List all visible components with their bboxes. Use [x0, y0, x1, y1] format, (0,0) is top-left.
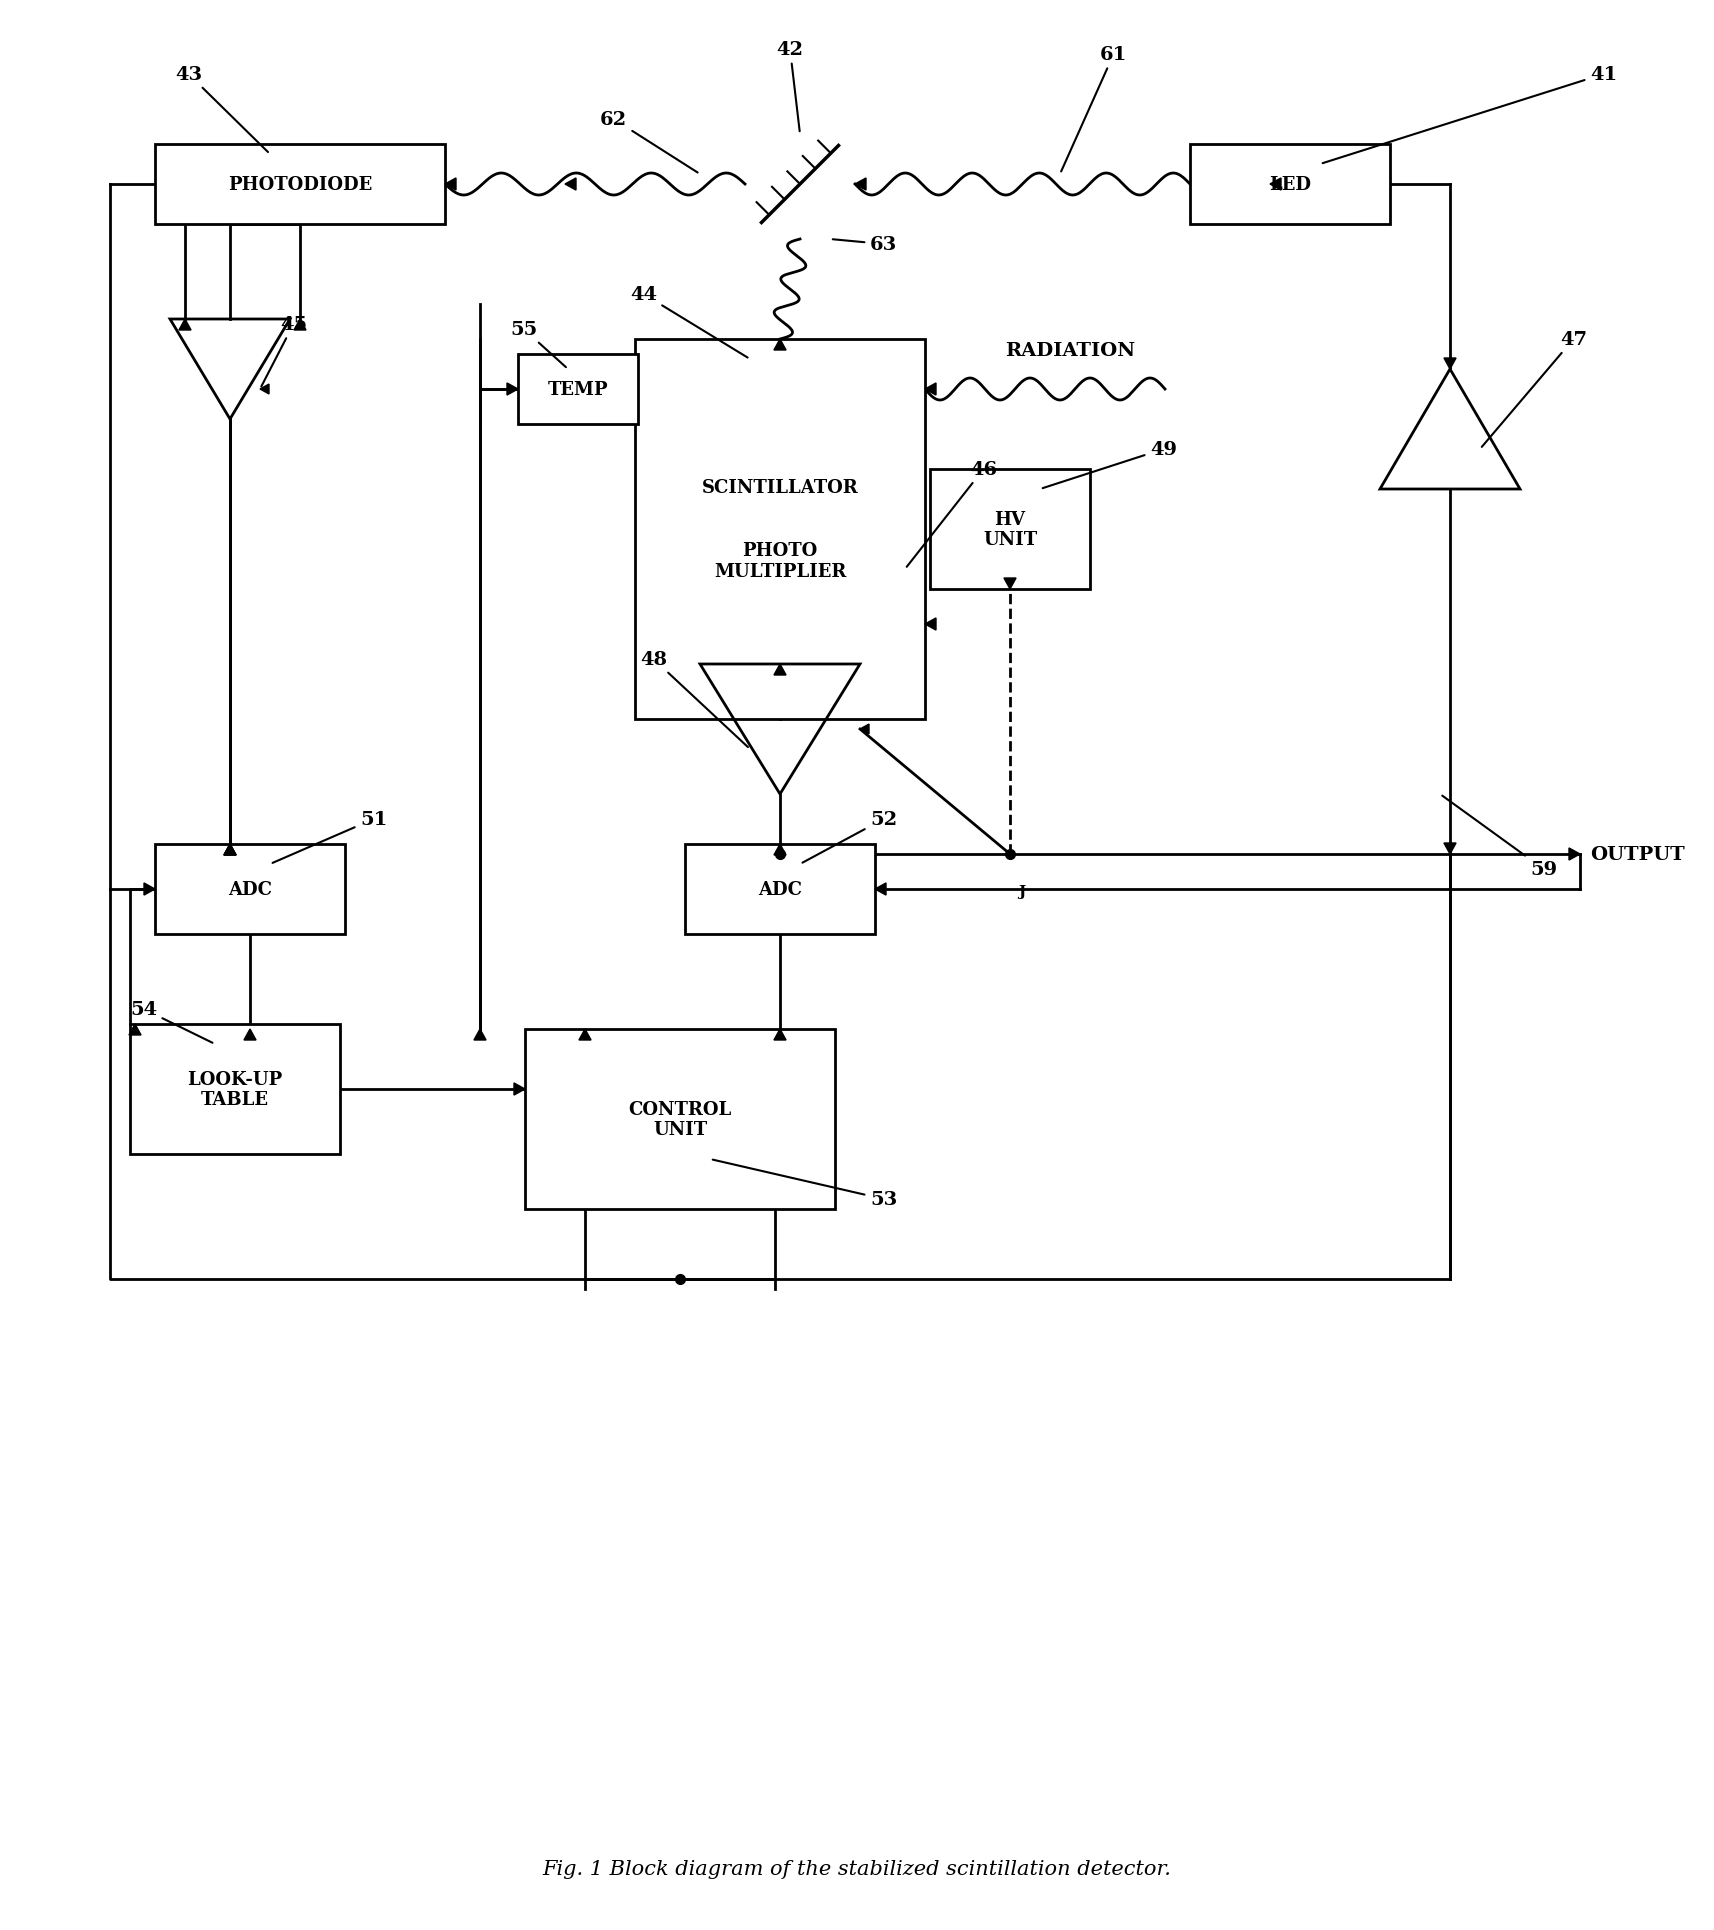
Text: HV
UNIT: HV UNIT	[982, 510, 1037, 550]
Text: SCINTILLATOR


PHOTO
MULTIPLIER: SCINTILLATOR PHOTO MULTIPLIER	[701, 479, 859, 581]
Text: 62: 62	[600, 110, 698, 174]
Polygon shape	[1004, 579, 1016, 591]
FancyBboxPatch shape	[518, 355, 638, 425]
Polygon shape	[514, 1083, 524, 1096]
Polygon shape	[1443, 843, 1457, 855]
Text: Fig. 1 Block diagram of the stabilized scintillation detector.: Fig. 1 Block diagram of the stabilized s…	[543, 1859, 1171, 1878]
Polygon shape	[225, 845, 237, 855]
Polygon shape	[775, 340, 787, 351]
Text: 61: 61	[1061, 46, 1128, 172]
Text: 49: 49	[1042, 440, 1178, 488]
Polygon shape	[876, 884, 886, 896]
Polygon shape	[855, 179, 866, 191]
Polygon shape	[261, 384, 269, 396]
Polygon shape	[926, 620, 936, 631]
Text: 46: 46	[907, 461, 998, 567]
Polygon shape	[225, 845, 237, 855]
Text: 54: 54	[130, 1000, 213, 1044]
FancyBboxPatch shape	[686, 845, 876, 934]
Polygon shape	[178, 320, 190, 330]
Polygon shape	[225, 845, 237, 855]
Polygon shape	[775, 845, 787, 855]
Text: 44: 44	[631, 286, 747, 359]
Text: 45: 45	[261, 317, 307, 388]
Polygon shape	[243, 1029, 255, 1040]
Text: 48: 48	[639, 650, 747, 747]
Polygon shape	[860, 724, 869, 735]
Text: 63: 63	[833, 235, 896, 255]
Polygon shape	[579, 1029, 591, 1040]
Text: 53: 53	[713, 1160, 896, 1208]
FancyBboxPatch shape	[154, 145, 446, 226]
Text: ADC: ADC	[758, 880, 802, 899]
Text: TEMP: TEMP	[548, 380, 608, 400]
Polygon shape	[566, 179, 576, 191]
Polygon shape	[475, 1029, 487, 1040]
Text: 59: 59	[1441, 797, 1556, 878]
FancyBboxPatch shape	[634, 340, 926, 720]
Text: J: J	[1018, 884, 1025, 899]
FancyBboxPatch shape	[154, 845, 345, 934]
Text: ADC: ADC	[228, 880, 273, 899]
Polygon shape	[144, 884, 154, 896]
Text: 51: 51	[273, 811, 387, 863]
Text: 42: 42	[776, 41, 804, 131]
FancyBboxPatch shape	[931, 469, 1090, 591]
Text: CONTROL
UNIT: CONTROL UNIT	[629, 1100, 732, 1139]
Polygon shape	[1568, 849, 1580, 861]
Polygon shape	[129, 1025, 141, 1036]
FancyBboxPatch shape	[524, 1029, 835, 1210]
Polygon shape	[293, 320, 307, 330]
Polygon shape	[926, 384, 936, 396]
Text: 43: 43	[175, 66, 267, 152]
Text: 41: 41	[1323, 66, 1618, 164]
Polygon shape	[775, 664, 787, 676]
Polygon shape	[1270, 179, 1280, 191]
Polygon shape	[507, 384, 518, 396]
Text: 52: 52	[802, 811, 896, 863]
Polygon shape	[775, 1029, 787, 1040]
Text: LOOK-UP
TABLE: LOOK-UP TABLE	[187, 1069, 283, 1110]
FancyBboxPatch shape	[1190, 145, 1390, 226]
Text: 47: 47	[1483, 330, 1587, 448]
Text: PHOTODIODE: PHOTODIODE	[228, 176, 372, 193]
Text: RADIATION: RADIATION	[1004, 342, 1135, 359]
Polygon shape	[1443, 359, 1457, 371]
Text: OUTPUT: OUTPUT	[1591, 845, 1685, 863]
FancyBboxPatch shape	[130, 1025, 339, 1154]
Polygon shape	[446, 179, 456, 191]
Text: LED: LED	[1268, 176, 1311, 193]
Text: 55: 55	[511, 320, 566, 369]
